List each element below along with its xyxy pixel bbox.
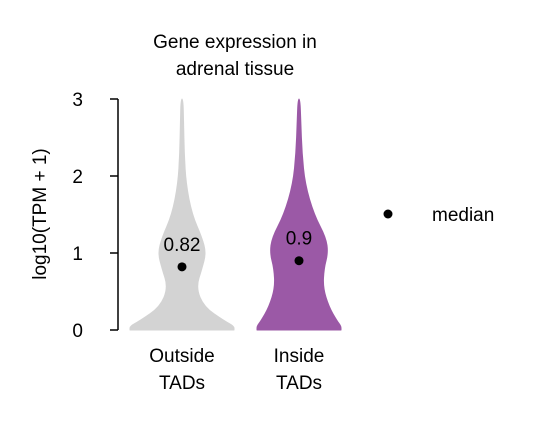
category-label-inside-line-2: TADs bbox=[276, 373, 322, 394]
y-axis-ticks: 0 1 2 3 bbox=[72, 90, 118, 342]
median-point-outside-tads bbox=[177, 262, 187, 272]
chart-title-line-1: Gene expression in bbox=[153, 32, 317, 53]
median-point-inside-tads bbox=[294, 256, 304, 266]
category-label-inside-line-1: Inside bbox=[274, 346, 325, 367]
median-label-inside-tads: 0.9 bbox=[286, 229, 312, 250]
y-axis-label: log10(TPM + 1) bbox=[30, 148, 51, 279]
y-tick-label: 3 bbox=[72, 90, 83, 111]
legend-median-label: median bbox=[432, 205, 494, 226]
y-tick-label: 2 bbox=[72, 167, 83, 188]
category-label-outside-line-1: Outside bbox=[149, 346, 214, 367]
chart-title-line-2: adrenal tissue bbox=[176, 59, 294, 80]
y-tick-label: 1 bbox=[72, 244, 83, 265]
median-label-outside-tads: 0.82 bbox=[164, 235, 201, 256]
violin-outside-tads bbox=[129, 98, 235, 331]
category-label-outside-line-2: TADs bbox=[159, 373, 205, 394]
y-tick-label: 0 bbox=[72, 321, 83, 342]
legend-median-marker bbox=[383, 209, 393, 219]
violin-inside-tads bbox=[256, 98, 342, 331]
